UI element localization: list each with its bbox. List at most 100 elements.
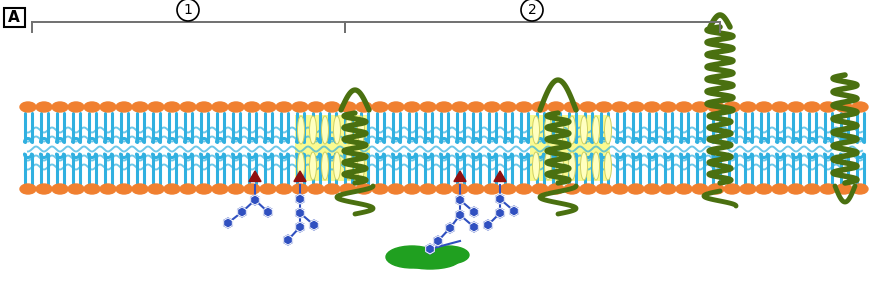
Ellipse shape: [372, 102, 388, 112]
Ellipse shape: [708, 102, 724, 112]
Polygon shape: [494, 171, 506, 181]
Polygon shape: [251, 195, 259, 205]
Ellipse shape: [564, 102, 580, 112]
Ellipse shape: [604, 152, 611, 180]
Polygon shape: [470, 207, 478, 217]
Ellipse shape: [452, 184, 468, 194]
Ellipse shape: [500, 102, 516, 112]
Ellipse shape: [596, 102, 612, 112]
Ellipse shape: [593, 116, 600, 144]
Ellipse shape: [532, 102, 548, 112]
Bar: [530, 115, 610, 181]
Ellipse shape: [386, 246, 438, 268]
Ellipse shape: [340, 102, 356, 112]
Ellipse shape: [852, 102, 868, 112]
Ellipse shape: [148, 102, 164, 112]
Ellipse shape: [468, 184, 484, 194]
Ellipse shape: [708, 184, 724, 194]
Ellipse shape: [356, 184, 372, 194]
Ellipse shape: [564, 184, 580, 194]
Ellipse shape: [484, 184, 500, 194]
Ellipse shape: [308, 184, 324, 194]
Text: 1: 1: [183, 3, 192, 17]
Ellipse shape: [676, 102, 692, 112]
Ellipse shape: [212, 184, 228, 194]
Ellipse shape: [836, 184, 852, 194]
Ellipse shape: [388, 102, 404, 112]
Ellipse shape: [276, 102, 292, 112]
Polygon shape: [446, 223, 454, 233]
Ellipse shape: [596, 184, 612, 194]
Ellipse shape: [820, 184, 836, 194]
Ellipse shape: [556, 152, 563, 180]
Ellipse shape: [724, 102, 740, 112]
Ellipse shape: [836, 102, 852, 112]
Ellipse shape: [372, 184, 388, 194]
Ellipse shape: [740, 184, 756, 194]
Polygon shape: [295, 208, 304, 218]
Text: 2: 2: [528, 3, 537, 17]
Ellipse shape: [100, 184, 116, 194]
Ellipse shape: [740, 102, 756, 112]
Ellipse shape: [196, 184, 212, 194]
Polygon shape: [425, 244, 434, 254]
Ellipse shape: [321, 116, 328, 144]
Ellipse shape: [345, 152, 352, 180]
Ellipse shape: [644, 102, 660, 112]
Ellipse shape: [804, 184, 820, 194]
Ellipse shape: [580, 152, 587, 180]
Ellipse shape: [692, 184, 708, 194]
Ellipse shape: [276, 184, 292, 194]
Ellipse shape: [260, 102, 276, 112]
Ellipse shape: [228, 184, 244, 194]
Ellipse shape: [292, 184, 308, 194]
Ellipse shape: [484, 102, 500, 112]
Polygon shape: [238, 207, 247, 217]
Ellipse shape: [180, 184, 196, 194]
Ellipse shape: [356, 102, 372, 112]
Ellipse shape: [244, 184, 260, 194]
Ellipse shape: [340, 184, 356, 194]
Ellipse shape: [788, 184, 804, 194]
Ellipse shape: [297, 116, 304, 144]
Circle shape: [177, 0, 199, 21]
Ellipse shape: [804, 102, 820, 112]
Ellipse shape: [20, 184, 36, 194]
Ellipse shape: [180, 102, 196, 112]
Ellipse shape: [516, 184, 532, 194]
Polygon shape: [496, 194, 505, 204]
Ellipse shape: [593, 152, 600, 180]
Ellipse shape: [310, 152, 317, 180]
Ellipse shape: [569, 152, 576, 180]
Ellipse shape: [468, 102, 484, 112]
Ellipse shape: [427, 246, 469, 264]
Ellipse shape: [548, 184, 564, 194]
Text: A: A: [8, 10, 20, 24]
Ellipse shape: [297, 152, 304, 180]
Ellipse shape: [116, 184, 132, 194]
Polygon shape: [510, 206, 518, 216]
Ellipse shape: [358, 152, 365, 180]
Ellipse shape: [604, 116, 611, 144]
Ellipse shape: [36, 184, 52, 194]
Ellipse shape: [420, 102, 436, 112]
Ellipse shape: [612, 102, 628, 112]
Ellipse shape: [500, 184, 516, 194]
Ellipse shape: [116, 102, 132, 112]
Polygon shape: [295, 222, 304, 232]
Bar: [295, 115, 370, 181]
Ellipse shape: [420, 184, 436, 194]
Ellipse shape: [164, 184, 180, 194]
Ellipse shape: [756, 184, 772, 194]
Ellipse shape: [52, 102, 68, 112]
Ellipse shape: [212, 102, 228, 112]
Ellipse shape: [724, 184, 740, 194]
Circle shape: [521, 0, 543, 21]
Ellipse shape: [310, 116, 317, 144]
Ellipse shape: [820, 102, 836, 112]
Ellipse shape: [660, 184, 676, 194]
Ellipse shape: [548, 102, 564, 112]
Ellipse shape: [68, 184, 84, 194]
Polygon shape: [294, 171, 306, 181]
Ellipse shape: [436, 102, 452, 112]
